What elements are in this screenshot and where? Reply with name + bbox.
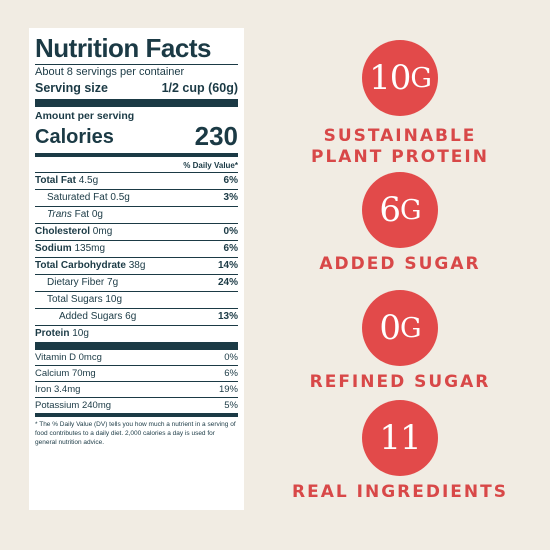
stat-caption: REAL INGREDIENTS — [292, 482, 508, 502]
serving-size-row: Serving size 1/2 cup (60g) — [35, 81, 238, 95]
dietary-fiber-row: Dietary Fiber 7g 24% — [35, 274, 238, 291]
total-carbohydrate-row: Total Carbohydrate 38g 14% — [35, 257, 238, 274]
nutrition-facts-label: Nutrition Facts About 8 servings per con… — [29, 28, 244, 510]
cholesterol-row: Cholesterol 0mg 0% — [35, 223, 238, 240]
stat-caption: ADDED SUGAR — [319, 254, 481, 274]
stat-badge: 10 G — [362, 40, 438, 116]
nutrition-facts-title: Nutrition Facts — [35, 33, 211, 63]
protein-row: Protein 10g — [35, 325, 238, 342]
total-fat-row: Total Fat 4.5g 6% — [35, 172, 238, 189]
daily-value-footnote: * The % Daily Value (DV) tells you how m… — [35, 421, 236, 446]
calcium-row: Calcium 70mg 6% — [35, 365, 238, 381]
daily-value-header: % Daily Value* — [183, 161, 238, 170]
potassium-row: Potassium 240mg 5% — [35, 397, 238, 413]
stat-badge: 11 — [362, 400, 438, 476]
calories-value: 230 — [194, 121, 238, 151]
servings-per-container: About 8 servings per container — [35, 66, 185, 78]
iron-row: Iron 3.4mg 19% — [35, 381, 238, 397]
sodium-row: Sodium 135mg 6% — [35, 240, 238, 257]
stat-caption: REFINED SUGAR — [309, 372, 491, 392]
stat-ingredients: 11 REAL INGREDIENTS — [290, 400, 510, 503]
stat-protein: 10 G SUSTAINABLE PLANT PROTEIN — [300, 40, 500, 168]
saturated-fat-row: Saturated Fat 0.5g 3% — [35, 189, 238, 206]
calories-row: Calories 230 — [35, 121, 238, 151]
stat-caption: SUSTAINABLE PLANT PROTEIN — [311, 126, 489, 167]
trans-fat-row: Trans Fat 0g — [35, 206, 238, 223]
amount-per-serving: Amount per serving — [35, 110, 135, 122]
vitamin-d-row: Vitamin D 0mcg 0% — [35, 352, 238, 363]
added-sugars-row: Added Sugars 6g 13% — [35, 308, 238, 325]
total-sugars-row: Total Sugars 10g — [35, 291, 238, 308]
